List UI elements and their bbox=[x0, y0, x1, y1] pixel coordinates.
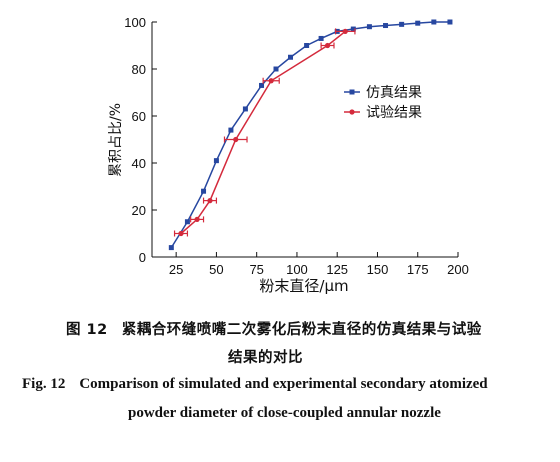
y-tick-label: 0 bbox=[139, 250, 146, 265]
figure-number-en: Fig. 12 bbox=[22, 376, 66, 392]
x-tick-label: 50 bbox=[209, 262, 223, 277]
data-point bbox=[304, 43, 310, 48]
data-point bbox=[213, 158, 219, 164]
y-tick-label: 20 bbox=[132, 203, 146, 218]
data-point bbox=[273, 66, 279, 72]
data-point bbox=[207, 198, 213, 204]
chart-axes: 25 50 75 100 125 150 175 200 0 20 40 60 80 100 bbox=[124, 15, 469, 277]
data-point bbox=[318, 35, 324, 41]
legend-marker bbox=[349, 89, 355, 95]
legend-label: 仿真结果 bbox=[366, 85, 422, 101]
data-point bbox=[178, 230, 184, 237]
x-tick-label: 150 bbox=[367, 262, 389, 277]
legend-item-experimental: 试验结果 bbox=[344, 105, 422, 121]
data-point bbox=[350, 26, 356, 32]
chart-series bbox=[168, 19, 453, 251]
data-point bbox=[399, 21, 405, 27]
x-tick-label: 125 bbox=[326, 262, 348, 277]
data-point bbox=[431, 19, 437, 25]
y-tick-label: 100 bbox=[124, 15, 146, 30]
y-tick-label: 40 bbox=[132, 156, 146, 171]
x-tick-label: 175 bbox=[407, 262, 429, 277]
y-tick-label: 60 bbox=[132, 109, 146, 124]
x-tick-label: 25 bbox=[169, 262, 183, 277]
data-point bbox=[383, 23, 389, 29]
line-chart: 25 50 75 100 125 150 175 200 0 20 40 60 80 100 仿真结果试验… bbox=[108, 15, 469, 295]
data-point bbox=[233, 136, 239, 143]
series-experimental bbox=[173, 28, 356, 237]
data-point bbox=[168, 245, 174, 251]
figure-number-zh: 图 12 bbox=[66, 322, 108, 338]
x-tick-label: 200 bbox=[447, 262, 469, 277]
legend-label: 试验结果 bbox=[366, 105, 422, 121]
series-line bbox=[180, 30, 346, 235]
data-point bbox=[324, 42, 331, 49]
y-axis-label: 累积占比/% bbox=[108, 103, 124, 177]
legend-item-simulated: 仿真结果 bbox=[344, 85, 422, 101]
data-point bbox=[259, 82, 265, 88]
legend-marker bbox=[349, 109, 355, 115]
x-tick-label: 100 bbox=[286, 262, 308, 277]
data-point bbox=[194, 216, 200, 222]
data-point bbox=[228, 127, 234, 133]
x-tick-label: 75 bbox=[249, 262, 263, 277]
data-point bbox=[288, 54, 294, 60]
caption-en-line1: Comparison of simulated and experimental… bbox=[79, 376, 488, 392]
caption-en-line2: powder diameter of close-coupled annular… bbox=[128, 405, 441, 421]
data-point bbox=[415, 20, 421, 26]
caption-zh-line2: 结果的对比 bbox=[228, 350, 303, 366]
data-point bbox=[268, 78, 274, 84]
data-point bbox=[242, 106, 248, 112]
series-simulated bbox=[168, 19, 453, 251]
data-point bbox=[201, 188, 207, 194]
data-point bbox=[184, 219, 190, 225]
y-tick-label: 80 bbox=[132, 62, 146, 77]
data-point bbox=[342, 28, 348, 34]
x-axis-label: 粉末直径/μm bbox=[259, 277, 348, 295]
data-point bbox=[366, 24, 372, 30]
data-point bbox=[447, 19, 453, 25]
caption-zh-line1: 紧耦合环缝喷嘴二次雾化后粉末直径的仿真结果与试验 bbox=[121, 322, 482, 338]
